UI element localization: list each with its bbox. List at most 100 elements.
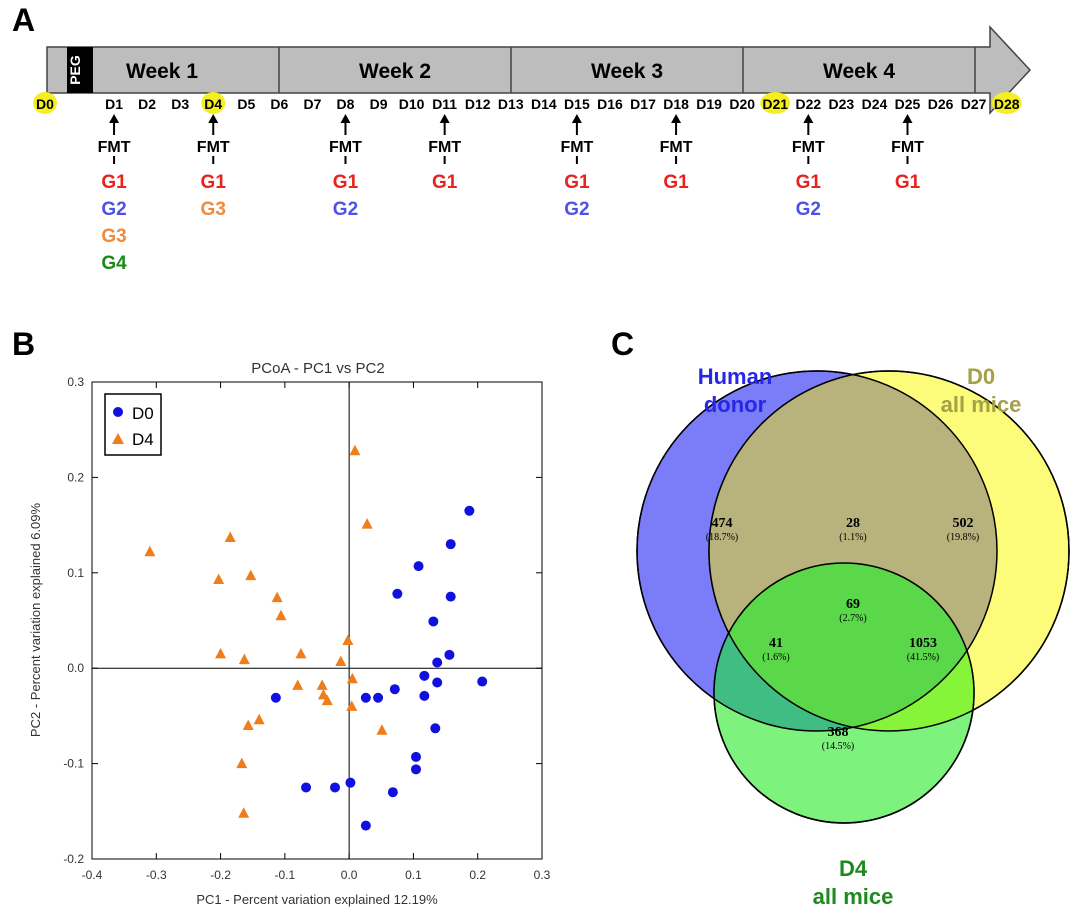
point-d0: [387, 787, 398, 798]
venn-region-labels: 474(18.7%)28(1.1%)502(19.8%)69(2.7%)41(1…: [706, 516, 980, 752]
week-label: Week 4: [823, 60, 895, 83]
y-tick-label: 0.0: [67, 661, 84, 675]
day-label: D1: [105, 96, 123, 112]
set-label-d0-line1: D0: [967, 364, 995, 389]
point-d0: [392, 588, 403, 599]
point-d4: [321, 694, 333, 706]
point-d0: [330, 782, 340, 793]
peg-block: [67, 47, 93, 93]
day-highlight: [760, 92, 791, 114]
group-label: G1: [201, 172, 227, 193]
set-label-human-line2: donor: [704, 392, 767, 417]
panel-label-b: B: [12, 326, 36, 362]
fmt-event: FMT G1 G2: [560, 114, 594, 220]
point-d4: [213, 573, 225, 584]
x-axis-label: PC1 - Percent variation explained 12.19%: [196, 892, 438, 907]
region-percent: (1.1%): [839, 532, 867, 543]
group-label: G2: [333, 199, 358, 220]
point-d4: [224, 531, 236, 543]
day-label: D18: [663, 96, 689, 112]
fmt-label: FMT: [891, 139, 924, 156]
point-d0: [445, 539, 456, 550]
group-label: G1: [564, 172, 590, 193]
point-d4: [292, 679, 304, 690]
axes: -0.4 -0.3 -0.2 -0.1 0.0 0.1 0.2 0.3 -0.2 -0.1 0.0 0…: [63, 375, 550, 882]
fmt-label: FMT: [660, 139, 693, 156]
region-count: 28: [846, 516, 860, 531]
set-label-human-line1: Human: [698, 364, 773, 389]
point-d4: [236, 757, 248, 769]
day-label: D23: [829, 96, 855, 112]
point-d4: [346, 672, 358, 684]
group-label: G1: [796, 172, 822, 193]
region-percent: (41.5%): [907, 652, 940, 663]
y-tick-label: 0.2: [67, 470, 84, 484]
point-d0: [411, 751, 421, 762]
day-label: D28: [994, 96, 1020, 112]
legend-d4-label: D4: [132, 430, 154, 449]
point-d4: [376, 724, 388, 735]
x-tick-label: -0.1: [275, 868, 296, 882]
pcoa-scatter-chart: PCoA - PC1 vs PC2 -0.4 -0.3 -0.2 -0.1 0.0 0.1…: [28, 360, 551, 907]
x-tick-label: 0.3: [534, 868, 551, 882]
day-label: D10: [399, 96, 425, 112]
point-d0: [389, 684, 400, 695]
point-d0: [419, 690, 430, 701]
day-label: D14: [531, 96, 557, 112]
day-label: D6: [270, 96, 288, 112]
arrow-up-icon: [671, 114, 682, 123]
x-tick-label: -0.3: [146, 868, 167, 882]
fmt-event: FMT G1: [660, 114, 693, 193]
point-d4: [253, 713, 265, 725]
fmt-event: FMT G1: [428, 114, 461, 193]
point-d4: [238, 653, 250, 665]
venn-diagram: Human donor D0 all mice D4 all mice 474(…: [636, 364, 1070, 909]
point-d0: [419, 670, 430, 681]
legend-d0-marker: [113, 407, 123, 417]
fmt-event: FMT G1 G2: [792, 114, 825, 220]
group-label: G2: [101, 199, 126, 220]
point-d4: [346, 700, 358, 711]
point-d4: [295, 647, 307, 659]
x-tick-label: 0.2: [469, 868, 486, 882]
week-label: Week 1: [126, 60, 198, 83]
fmt-events: FMTG1G2G3G4FMTG1G3FMTG1G2FMTG1FMTG1G2FMT…: [98, 114, 924, 274]
group-label: G2: [564, 199, 589, 220]
arrow-up-icon: [439, 114, 450, 123]
day-label: D24: [862, 96, 888, 112]
point-d0: [428, 616, 439, 627]
fmt-event: FMT G1 G3: [197, 114, 230, 220]
day-label: D26: [928, 96, 954, 112]
arrow-up-icon: [109, 114, 120, 123]
peg-label: PEG: [67, 55, 83, 85]
day-label: D3: [171, 96, 189, 112]
point-d0: [270, 692, 281, 703]
region-count: 502: [953, 516, 974, 531]
day-label: D7: [303, 96, 321, 112]
fmt-event: FMT G1: [891, 114, 924, 193]
group-label: G2: [796, 199, 821, 220]
point-d0: [432, 657, 443, 668]
day-label: D8: [337, 96, 355, 112]
point-d0: [373, 692, 384, 703]
x-tick-label: -0.4: [82, 868, 103, 882]
week-label: Week 2: [359, 60, 431, 83]
point-d4: [242, 719, 254, 730]
arrow-up-icon: [208, 114, 219, 123]
fmt-label: FMT: [560, 139, 593, 156]
y-tick-label: 0.3: [67, 375, 84, 389]
point-d4: [361, 518, 373, 529]
set-label-d4-line2: all mice: [813, 884, 894, 909]
point-d0: [444, 649, 455, 660]
group-label: G3: [201, 199, 226, 220]
venn-circle-outline: [708, 370, 1070, 732]
region-percent: (14.5%): [822, 741, 855, 752]
day-label: D17: [630, 96, 656, 112]
x-tick-label: 0.0: [341, 868, 358, 882]
day-label: D15: [564, 96, 590, 112]
venn-circle-outline: [713, 562, 975, 824]
plot-frame: [91, 381, 543, 860]
point-d4: [335, 655, 347, 667]
point-d0: [477, 676, 488, 687]
point-d4: [271, 591, 283, 603]
